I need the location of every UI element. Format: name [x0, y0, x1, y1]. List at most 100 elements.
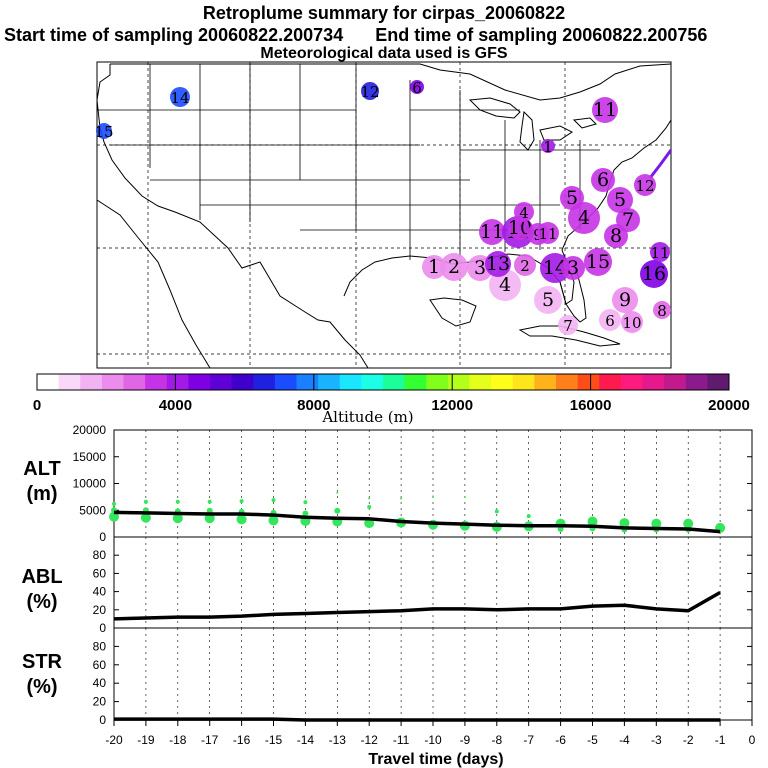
colorbar-segment: [80, 374, 103, 390]
map-point-circle: [422, 255, 446, 279]
x-tick-label: -3: [651, 733, 662, 747]
map-point: 11: [479, 219, 505, 245]
x-tick-label: -17: [201, 733, 219, 747]
altitude-point: [336, 491, 339, 494]
map-point-label: 4: [519, 204, 529, 222]
y-tick-label: 80: [93, 548, 107, 562]
map-point-label: 8: [657, 302, 667, 320]
map-point: 11: [592, 97, 618, 123]
altitude-point: [268, 515, 279, 526]
map-point-circle: [616, 208, 640, 232]
x-tick-label: -19: [137, 733, 155, 747]
map-point: 10: [508, 216, 532, 240]
x-tick-label: -7: [523, 733, 534, 747]
map-point-circle: [96, 123, 112, 139]
x-tick-label: -6: [555, 733, 566, 747]
map-point: 6: [410, 79, 424, 97]
map-point-label: 15: [586, 251, 610, 273]
map-point: 1: [541, 138, 555, 156]
mexico-coast: [96, 199, 211, 369]
y-tick-label: 0: [99, 713, 106, 727]
x-axis: -20 -19 -18 -17 -16 -15 -14 -13 -12 -11 -10 -9 -8 -7-…: [105, 720, 756, 747]
map-point: 4: [489, 269, 521, 301]
sampling-end-label: End time of sampling: [375, 25, 558, 45]
time-series-panels: 0 5000 10000 15000 20000 0 20 40 60 80 0 20 40 60 80: [73, 423, 753, 727]
colorbar-segment: [383, 374, 406, 390]
map-point-label: 15: [94, 123, 113, 141]
yucatan: [429, 297, 477, 327]
colorbar-segment: [642, 374, 665, 390]
map-point: 7: [616, 208, 640, 232]
map-point-circle: [489, 269, 521, 301]
map-point-label: 1: [543, 138, 553, 156]
altitude-point: [302, 510, 309, 517]
map-point: 12: [360, 82, 380, 101]
x-tick-label: -1: [715, 733, 726, 747]
map-point: 4: [514, 202, 534, 222]
map-point-circle: [410, 80, 424, 94]
map-point-label: 5: [566, 187, 578, 209]
map-point-circle: [612, 287, 638, 313]
map-point-label: 12: [635, 177, 654, 195]
altitude-point: [112, 501, 116, 506]
x-tick-label: -4: [619, 733, 630, 747]
map-point: 5: [607, 187, 633, 213]
map-point-label: 14: [170, 89, 189, 107]
map-point-circle: [361, 82, 379, 100]
sampling-end: 20060822.200756: [562, 25, 708, 45]
trajectory-line: [648, 149, 673, 179]
x-tick-label: -18: [169, 733, 187, 747]
map-point-circle: [634, 174, 656, 196]
x-tick-label: -11: [393, 733, 410, 747]
altitude-point: [463, 495, 466, 498]
altitude-point: [526, 514, 531, 519]
met-data-label: Meteorological data used is GFS: [260, 45, 508, 62]
colorbar-segment: [145, 374, 168, 390]
map-point: 6: [599, 309, 621, 331]
abl-label-line2: (%): [26, 591, 57, 613]
map-point-label: 2: [520, 257, 530, 275]
map-point: 15: [94, 123, 114, 141]
colorbar-segment: [469, 374, 492, 390]
map-point-circle: [541, 139, 555, 153]
colorbar-segment: [318, 374, 341, 390]
altitude-point: [172, 513, 183, 524]
map-point: 16: [640, 260, 668, 288]
map-point-circle: [479, 219, 505, 245]
altitude-point: [683, 518, 694, 529]
colorbar-segment: [447, 374, 470, 390]
map-point-label: 10: [508, 217, 532, 239]
map-point-label: 4: [578, 207, 590, 229]
colorbar-tick-label: 4000: [159, 397, 192, 414]
map-point-label: 6: [605, 312, 615, 330]
altitude-point: [271, 498, 276, 503]
map-point-circle: [540, 253, 570, 283]
altitude-point: [494, 509, 499, 514]
map-point-circle: [591, 168, 615, 192]
altitude-point: [400, 497, 403, 500]
altitude-colorbar: 0 4000 8000 12000 16000 20000: [33, 373, 750, 414]
x-tick-label: -2: [683, 733, 694, 747]
y-tick-label: 60: [93, 658, 107, 672]
map-point: 2: [440, 253, 468, 281]
colorbar-tick-label: 8000: [297, 397, 330, 414]
x-tick-label: -14: [297, 733, 315, 747]
panel-str: 0 20 40 60 80: [93, 627, 753, 727]
y-tick-label: 60: [93, 566, 107, 580]
y-tick-label: 80: [93, 639, 107, 653]
colorbar-segment: [339, 374, 362, 390]
map-point-label: 4: [499, 274, 511, 296]
map-point-circle: [485, 251, 511, 277]
florida: [559, 267, 587, 323]
map-point-label: 7: [563, 317, 573, 335]
colorbar-segment: [231, 374, 254, 390]
colorbar-tick-label: 16000: [570, 397, 612, 414]
map-point-label: 2: [448, 256, 460, 278]
map-point-label: 12: [360, 83, 379, 101]
map-point: 14: [540, 253, 570, 283]
map-point-circle: [537, 222, 559, 244]
chart-title: Retroplume summary for cirpas_20060822: [202, 3, 566, 23]
colorbar-tick-label: 0: [33, 397, 41, 414]
y-tick-label: 20: [93, 695, 107, 709]
altitude-point: [651, 518, 662, 529]
